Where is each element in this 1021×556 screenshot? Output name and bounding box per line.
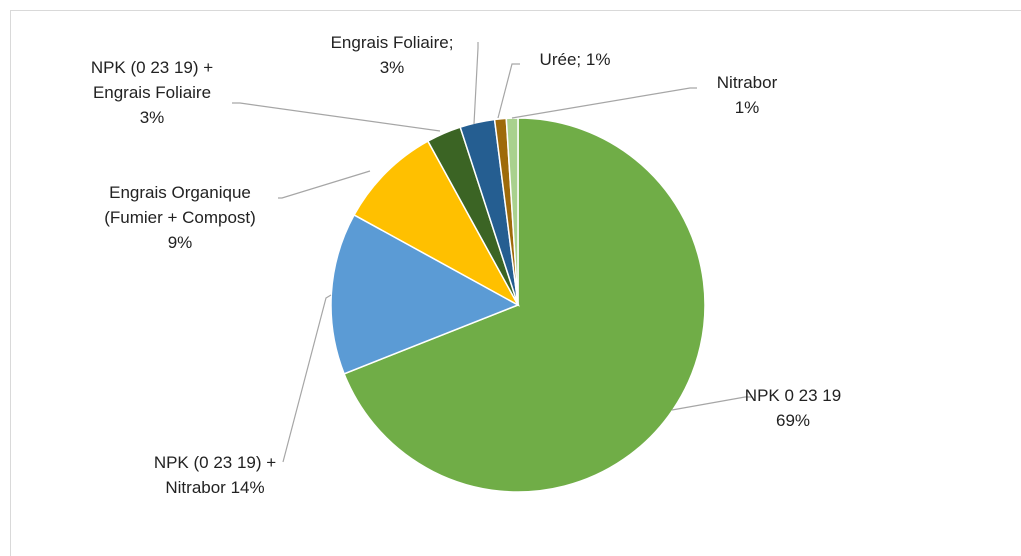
data-label: Engrais Foliaire; 3% [331,30,454,80]
data-label: NPK (0 23 19) + Engrais Foliaire 3% [91,55,213,130]
chart-border [10,10,1021,556]
value-label: 69% [775,411,811,430]
category-label: Engrais Organique (Fumier + Compost) [104,183,256,227]
leader-line [232,102,441,132]
value-label: 1% [585,50,611,69]
value-label: 14% [230,478,265,497]
data-label: Nitrabor 1% [717,70,777,120]
data-label: Urée; 1% [540,47,611,72]
category-label: Urée; [539,50,582,69]
data-label: NPK 0 23 19 69% [745,383,841,433]
leader-line [497,63,520,119]
category-label: NPK 0 23 19 [744,386,842,405]
category-label: Nitrabor [716,73,778,92]
pie-slice [330,213,520,375]
data-label: NPK (0 23 19) + Nitrabor 14% [154,450,276,500]
category-label: Engrais Foliaire; [330,33,454,52]
category-label: NPK (0 23 19) + Nitrabor [153,453,277,497]
leader-line [278,170,371,199]
leader-line [511,87,697,119]
leader-line [473,42,479,125]
value-label: 3% [139,108,165,127]
category-label: NPK (0 23 19) + Engrais Foliaire [90,58,214,102]
leader-line [282,294,332,463]
data-label: Engrais Organique (Fumier + Compost) 9% [104,180,256,255]
leader-line [671,396,752,411]
value-label: 1% [734,98,760,117]
value-label: 9% [167,233,193,252]
pie-slice [353,140,520,307]
value-label: 3% [379,58,405,77]
